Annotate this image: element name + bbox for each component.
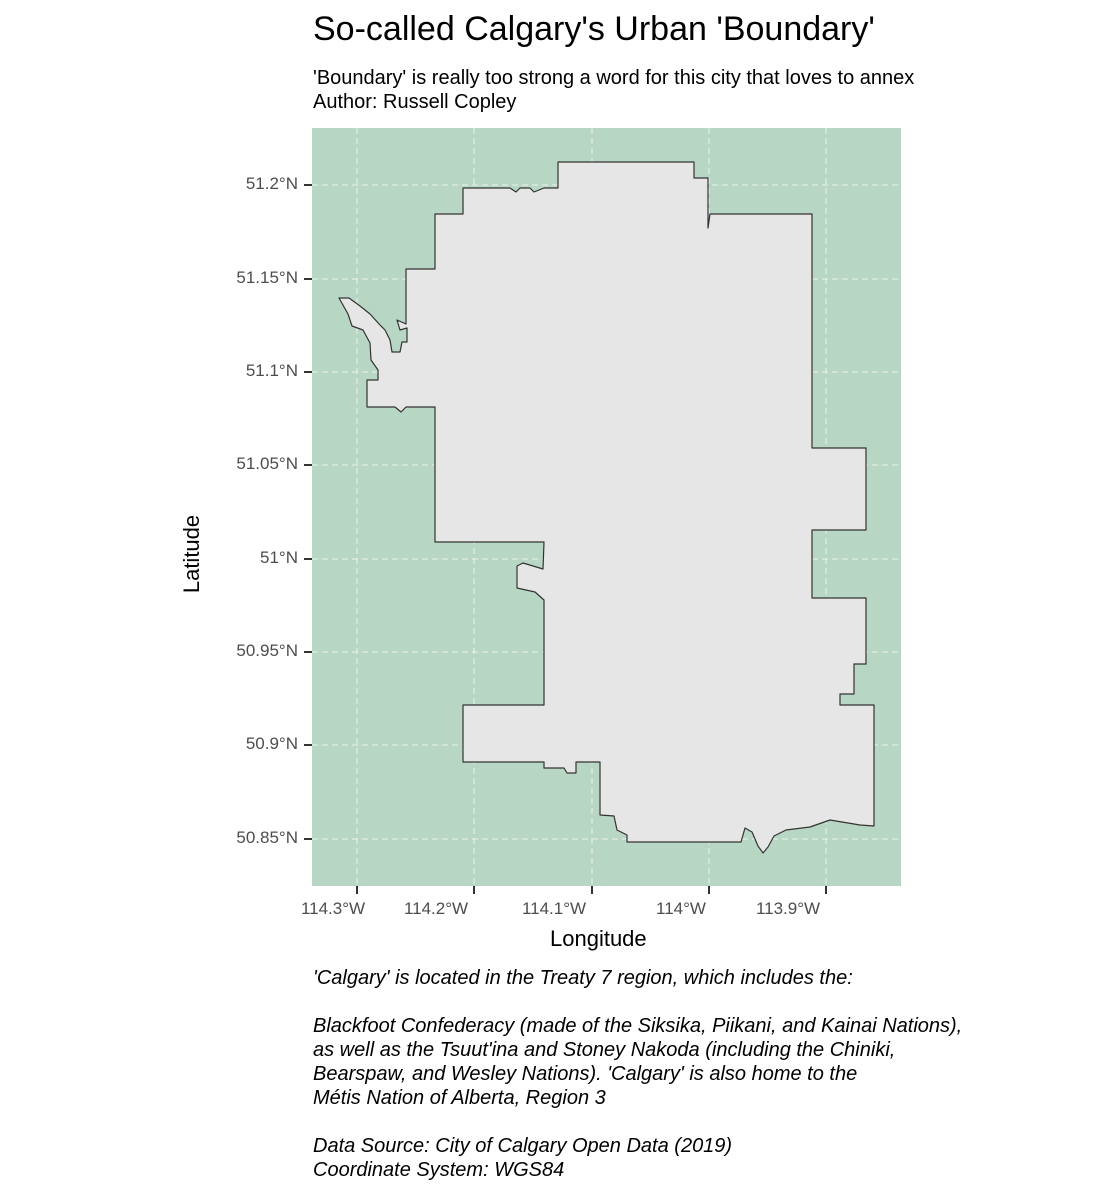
y-tick-label: 51.05°N [236,454,298,473]
y-axis-title: Latitude [179,514,204,594]
x-axis-title: Longitude [550,926,647,951]
subtitle-line-2: Author: Russell Copley [313,91,517,113]
y-tick-label: 50.85°N [236,828,298,847]
y-tick-label: 51°N [260,548,298,567]
y-tick-label: 51.2°N [245,174,298,193]
x-axis-ticks [356,886,827,894]
y-tick-label: 50.9°N [245,734,298,753]
caption: 'Calgary' is located in the Treaty 7 reg… [313,966,962,1182]
x-tick-label: 114.3°W [300,899,366,918]
x-tick-label: 114.1°W [521,899,587,918]
map-subtitle: 'Boundary' is really too strong a word f… [313,66,914,114]
x-tick-label: 113.9°W [755,899,821,918]
y-axis-ticks [304,184,312,840]
map-title: So-called Calgary's Urban 'Boundary' [313,10,875,48]
caption-line-2: Blackfoot Confederacy (made of the Siksi… [313,1015,963,1037]
caption-line-1: 'Calgary' is located in the Treaty 7 reg… [313,967,853,989]
y-tick-label: 50.95°N [236,641,298,660]
caption-line-4: Bearspaw, and Wesley Nations). 'Calgary'… [313,1063,858,1085]
caption-line-3: as well as the Tsuut'ina and Stoney Nako… [313,1039,896,1061]
caption-line-7: Coordinate System: WGS84 [313,1159,565,1181]
x-tick-label: 114°W [656,899,706,918]
subtitle-line-1: 'Boundary' is really too strong a word f… [313,67,915,89]
caption-line-6: Data Source: City of Calgary Open Data (… [313,1135,733,1157]
caption-line-5: Métis Nation of Alberta, Region 3 [313,1087,606,1109]
x-tick-label: 114.2°W [403,899,469,918]
y-tick-label: 51.1°N [245,361,298,380]
city-boundary-polygon [338,161,875,854]
y-tick-label: 51.15°N [236,268,298,287]
